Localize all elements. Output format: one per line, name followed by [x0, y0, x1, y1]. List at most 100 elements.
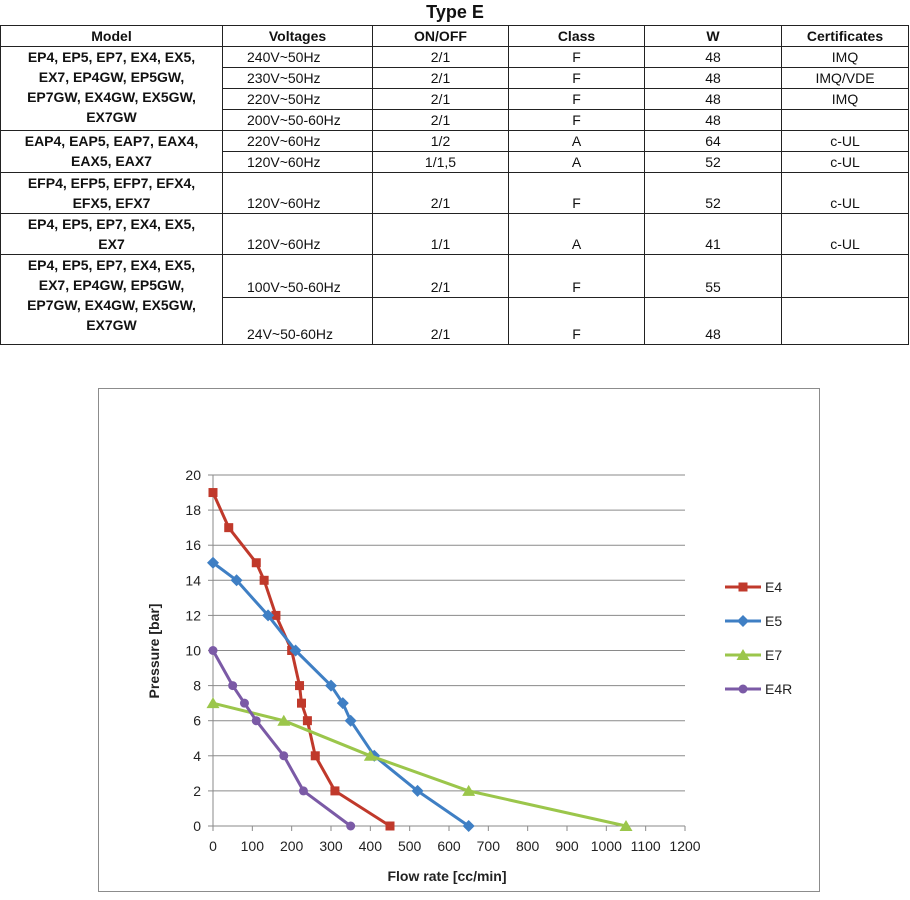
w-cell: 41: [644, 213, 782, 255]
chart-frame: 0 2 4 6 8 10 12 14 16 18 20 0 100 200 300 400 500 600 700 8…: [98, 388, 820, 892]
data-point: [298, 786, 308, 796]
x-tick-label: 800: [516, 838, 540, 854]
onoff-cell: 2/1: [372, 109, 509, 131]
class-cell: F: [508, 109, 645, 131]
data-point: [279, 751, 289, 761]
model-line: EAX5, EAX7: [71, 153, 152, 169]
class-cell: F: [508, 67, 645, 89]
x-tick-label: 600: [437, 838, 461, 854]
model-line: EX7, EP4GW, EP5GW,: [38, 69, 185, 85]
x-tick-label: 1100: [631, 838, 661, 854]
series-e7: [206, 697, 633, 831]
w-cell: 52: [644, 172, 782, 214]
x-tick-label: 900: [555, 838, 579, 854]
onoff-cell: 2/1: [372, 297, 509, 345]
table-title: Type E: [426, 2, 484, 22]
series-line: [212, 701, 627, 828]
onoff-cell: 1/1: [372, 213, 509, 255]
model-line: EP7GW, EX4GW, EX5GW,: [27, 297, 196, 313]
onoff-cell: 2/1: [372, 46, 509, 68]
class-cell: A: [508, 213, 645, 255]
cert-cell: [781, 297, 909, 345]
class-cell: F: [508, 254, 645, 298]
x-tick-label: 400: [359, 838, 383, 854]
model-cell: EAP4, EAP5, EAP7, EAX4, EAX5, EAX7: [0, 130, 223, 173]
cert-cell: c-UL: [781, 130, 909, 152]
table-header-row: Model Voltages ON/OFF Class W Certificat…: [0, 25, 909, 47]
data-point: [302, 716, 312, 726]
y-tick-label: 18: [185, 502, 201, 518]
w-cell: 48: [644, 109, 782, 131]
table-row: EFP4, EFP5, EFP7, EFX4, EFX5, EFX7 120V~…: [0, 172, 909, 214]
model-line: EX7GW: [86, 317, 137, 333]
legend-label: E5: [765, 613, 782, 629]
series-e4r: [208, 646, 356, 831]
legend-label: E4: [765, 579, 782, 595]
data-point: [336, 697, 349, 710]
data-point: [206, 697, 220, 709]
data-point: [224, 523, 234, 533]
data-point: [462, 820, 475, 832]
voltage-cell: 220V~50Hz: [222, 88, 373, 110]
w-cell: 48: [644, 46, 782, 68]
legend-marker: [736, 649, 750, 660]
onoff-cell: 2/1: [372, 172, 509, 214]
model-line: EP4, EP5, EP7, EX4, EX5,: [27, 49, 196, 65]
w-cell: 48: [644, 67, 782, 89]
chart-legend: E4 E5 E7 E4R: [725, 579, 792, 697]
x-tick-label: 500: [398, 838, 422, 854]
w-cell: 52: [644, 151, 782, 173]
model-line: EFX5, EFX7: [72, 195, 151, 211]
header-model: Model: [0, 25, 223, 47]
w-cell: 48: [644, 297, 782, 345]
voltage-cell: 220V~60Hz: [222, 130, 373, 152]
cert-cell: [781, 254, 909, 298]
chart-series: [206, 488, 633, 832]
data-point: [251, 558, 261, 568]
w-cell: 64: [644, 130, 782, 152]
onoff-cell: 1/2: [372, 130, 509, 152]
data-point: [346, 821, 356, 831]
series-line: [212, 561, 470, 828]
x-tick-label: 100: [241, 838, 265, 854]
voltage-cell: 120V~60Hz: [222, 213, 373, 255]
onoff-cell: 2/1: [372, 88, 509, 110]
y-tick-label: 8: [193, 678, 201, 694]
data-point: [230, 574, 243, 587]
class-cell: F: [508, 46, 645, 68]
data-point: [411, 784, 424, 797]
data-point: [208, 488, 218, 498]
model-cell: EP4, EP5, EP7, EX4, EX5, EX7, EP4GW, EP5…: [0, 46, 223, 131]
voltage-cell: 240V~50Hz: [222, 46, 373, 68]
w-cell: 55: [644, 254, 782, 298]
legend-item-e4: E4: [725, 579, 782, 595]
model-cell: EFP4, EFP5, EFP7, EFX4, EFX5, EFX7: [0, 172, 223, 214]
class-cell: A: [508, 130, 645, 152]
cert-cell: IMQ: [781, 88, 909, 110]
voltage-cell: 120V~60Hz: [222, 172, 373, 214]
model-cell: EP4, EP5, EP7, EX4, EX5, EX7: [0, 213, 223, 255]
onoff-cell: 2/1: [372, 254, 509, 298]
x-axis-label: Flow rate [cc/min]: [387, 868, 506, 884]
model-line: EX7, EP4GW, EP5GW,: [38, 277, 185, 293]
w-cell: 48: [644, 88, 782, 110]
data-point: [363, 749, 377, 761]
data-point: [271, 610, 281, 620]
data-point: [239, 698, 249, 708]
table-row: EAP4, EAP5, EAP7, EAX4, EAX5, EAX7 220V~…: [0, 130, 909, 173]
header-voltages: Voltages: [222, 25, 373, 47]
cert-cell: c-UL: [781, 172, 909, 214]
voltage-cell: 230V~50Hz: [222, 67, 373, 89]
model-line: EP4, EP5, EP7, EX4, EX5,: [27, 216, 196, 232]
model-line: EX7: [98, 236, 125, 252]
cert-cell: [781, 109, 909, 131]
header-w: W: [644, 25, 782, 47]
model-line: EFP4, EFP5, EFP7, EFX4,: [27, 175, 196, 191]
header-certificates: Certificates: [781, 25, 909, 47]
voltage-cell: 120V~60Hz: [222, 151, 373, 173]
cert-cell: IMQ/VDE: [781, 67, 909, 89]
data-point: [277, 714, 291, 726]
table-row: EP4, EP5, EP7, EX4, EX5, EX7 120V~60Hz 1…: [0, 213, 909, 255]
class-cell: F: [508, 297, 645, 345]
